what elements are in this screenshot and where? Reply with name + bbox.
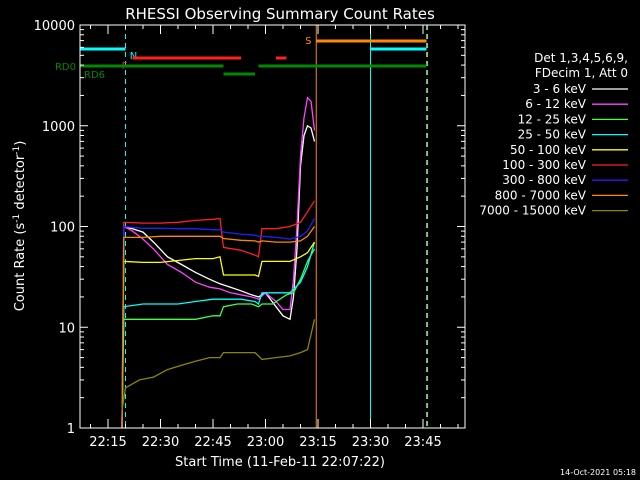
x-tick-label: 22:45 bbox=[194, 435, 231, 450]
legend-entry-label: 25 - 50 keV bbox=[518, 128, 587, 142]
y-axis-label: Count Rate (s-1 detector-1) bbox=[12, 141, 28, 312]
x-axis: 22:15 22:30 22:45 23:00 23:15 23:30 23:45 bbox=[89, 25, 459, 450]
y-tick-label: 1 bbox=[67, 422, 75, 437]
series-line bbox=[121, 218, 316, 429]
x-tick-label: 22:15 bbox=[89, 435, 126, 450]
series-line bbox=[121, 248, 316, 429]
y-tick-label: 10000 bbox=[34, 19, 75, 34]
flag-label-rd6: RD6 bbox=[84, 70, 105, 81]
plot-area: NFSRD0RD6 bbox=[55, 25, 429, 429]
y-tick-label: 1000 bbox=[42, 120, 75, 135]
generation-timestamp: 14-Oct-2021 05:18 bbox=[560, 468, 636, 477]
series-line bbox=[121, 226, 316, 429]
series-line bbox=[121, 241, 316, 429]
legend-entry-label: 12 - 25 keV bbox=[518, 112, 587, 126]
series-line bbox=[121, 319, 316, 411]
legend-title: Det 1,3,4,5,6,9, bbox=[534, 51, 628, 65]
legend-entry-label: 3 - 6 keV bbox=[533, 82, 587, 96]
x-axis-label: Start Time (11-Feb-11 22:07:22) bbox=[175, 455, 385, 470]
series-line bbox=[121, 96, 316, 429]
flag-label-rd0: RD0 bbox=[55, 62, 76, 73]
series-line bbox=[121, 241, 316, 429]
x-tick-label: 22:30 bbox=[142, 435, 179, 450]
x-tick-label: 23:45 bbox=[404, 435, 441, 450]
y-tick-label: 100 bbox=[50, 221, 75, 236]
y-axis: 1 10 100 1000 10000 bbox=[34, 19, 465, 437]
flag-label-s: S bbox=[305, 36, 311, 47]
legend-entry-label: 800 - 7000 keV bbox=[495, 188, 587, 202]
x-tick-label: 23:30 bbox=[352, 435, 389, 450]
series-line bbox=[121, 200, 316, 429]
legend-title: FDecim 1, Att 0 bbox=[535, 66, 628, 80]
legend-entry-label: 50 - 100 keV bbox=[510, 143, 587, 157]
legend-entry-label: 300 - 800 keV bbox=[502, 173, 586, 187]
x-tick-label: 23:15 bbox=[299, 435, 336, 450]
legend-entry-label: 7000 - 15000 keV bbox=[479, 204, 586, 218]
legend: Det 1,3,4,5,6,9,FDecim 1, Att 0 3 - 6 keV… bbox=[479, 51, 628, 218]
x-tick-label: 23:00 bbox=[247, 435, 284, 450]
chart-title: RHESSI Observing Summary Count Rates bbox=[125, 5, 435, 23]
y-tick-label: 10 bbox=[58, 321, 75, 336]
legend-entry-label: 6 - 12 keV bbox=[525, 97, 587, 111]
legend-entry-label: 100 - 300 keV bbox=[502, 158, 586, 172]
